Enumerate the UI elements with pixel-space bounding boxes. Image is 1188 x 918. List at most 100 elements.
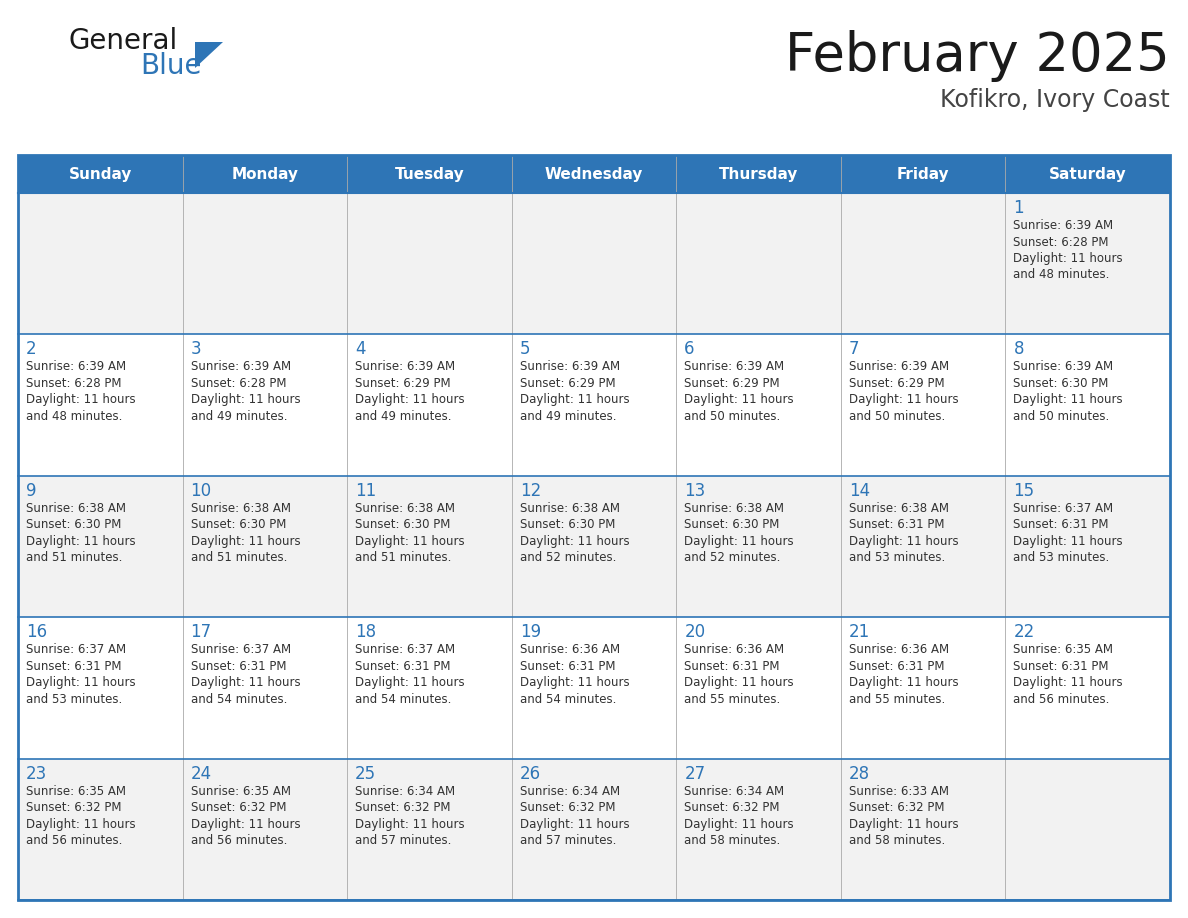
Text: 11: 11 (355, 482, 377, 499)
Text: and 49 minutes.: and 49 minutes. (355, 410, 451, 423)
Bar (18, 476, 183, 617)
Text: 13: 13 (684, 482, 706, 499)
Text: Sunrise: 6:39 AM: Sunrise: 6:39 AM (684, 361, 784, 374)
Text: Sunday: Sunday (69, 166, 132, 182)
Text: and 58 minutes.: and 58 minutes. (684, 834, 781, 847)
Text: and 56 minutes.: and 56 minutes. (26, 834, 122, 847)
Text: Daylight: 11 hours: Daylight: 11 hours (684, 535, 794, 548)
Text: 21: 21 (849, 623, 870, 641)
Text: and 49 minutes.: and 49 minutes. (519, 410, 617, 423)
Text: 2: 2 (26, 341, 37, 358)
Text: 26: 26 (519, 765, 541, 783)
Text: Sunrise: 6:37 AM: Sunrise: 6:37 AM (355, 644, 455, 656)
Text: Sunset: 6:32 PM: Sunset: 6:32 PM (190, 801, 286, 814)
Text: Daylight: 11 hours: Daylight: 11 hours (849, 394, 959, 407)
Text: Sunset: 6:28 PM: Sunset: 6:28 PM (26, 377, 121, 390)
Text: Daylight: 11 hours: Daylight: 11 hours (849, 818, 959, 831)
Text: 4: 4 (355, 341, 366, 358)
Text: Wednesday: Wednesday (545, 166, 643, 182)
Text: Daylight: 11 hours: Daylight: 11 hours (26, 818, 135, 831)
Text: 28: 28 (849, 765, 870, 783)
Text: Sunrise: 6:34 AM: Sunrise: 6:34 AM (355, 785, 455, 798)
Text: Daylight: 11 hours: Daylight: 11 hours (1013, 394, 1123, 407)
Text: 17: 17 (190, 623, 211, 641)
Text: Daylight: 11 hours: Daylight: 11 hours (26, 677, 135, 689)
Text: Sunrise: 6:37 AM: Sunrise: 6:37 AM (1013, 502, 1113, 515)
Bar (676, 193, 841, 334)
Text: Daylight: 11 hours: Daylight: 11 hours (849, 677, 959, 689)
Text: and 48 minutes.: and 48 minutes. (1013, 268, 1110, 282)
Text: 18: 18 (355, 623, 377, 641)
Bar (183, 193, 347, 334)
Text: 20: 20 (684, 623, 706, 641)
Text: 16: 16 (26, 623, 48, 641)
Text: Sunset: 6:31 PM: Sunset: 6:31 PM (849, 660, 944, 673)
Text: Kofikro, Ivory Coast: Kofikro, Ivory Coast (940, 88, 1170, 112)
Bar (1005, 155, 1170, 193)
Bar (183, 476, 347, 617)
Bar (183, 334, 347, 476)
Text: Sunrise: 6:38 AM: Sunrise: 6:38 AM (355, 502, 455, 515)
Bar (1005, 193, 1170, 334)
Text: Sunrise: 6:36 AM: Sunrise: 6:36 AM (684, 644, 784, 656)
Text: and 54 minutes.: and 54 minutes. (355, 693, 451, 706)
Bar (18, 758, 183, 900)
Text: Daylight: 11 hours: Daylight: 11 hours (355, 535, 465, 548)
Text: Sunrise: 6:39 AM: Sunrise: 6:39 AM (26, 361, 126, 374)
Bar (183, 758, 347, 900)
Text: Daylight: 11 hours: Daylight: 11 hours (355, 394, 465, 407)
Text: Daylight: 11 hours: Daylight: 11 hours (26, 394, 135, 407)
Bar (676, 617, 841, 758)
Text: Daylight: 11 hours: Daylight: 11 hours (355, 677, 465, 689)
Text: 23: 23 (26, 765, 48, 783)
Text: Daylight: 11 hours: Daylight: 11 hours (190, 818, 301, 831)
Text: and 51 minutes.: and 51 minutes. (355, 552, 451, 565)
Bar (1005, 758, 1170, 900)
Bar (347, 617, 512, 758)
Text: and 50 minutes.: and 50 minutes. (849, 410, 946, 423)
Text: and 57 minutes.: and 57 minutes. (519, 834, 617, 847)
Text: Friday: Friday (897, 166, 949, 182)
Text: 27: 27 (684, 765, 706, 783)
Text: 25: 25 (355, 765, 377, 783)
Text: Sunrise: 6:34 AM: Sunrise: 6:34 AM (519, 785, 620, 798)
Bar (347, 334, 512, 476)
Bar (676, 155, 841, 193)
Text: Sunset: 6:28 PM: Sunset: 6:28 PM (1013, 236, 1108, 249)
Text: and 55 minutes.: and 55 minutes. (849, 693, 946, 706)
Bar (841, 193, 1005, 334)
Text: Sunset: 6:28 PM: Sunset: 6:28 PM (190, 377, 286, 390)
Text: Sunrise: 6:39 AM: Sunrise: 6:39 AM (849, 361, 949, 374)
Text: 3: 3 (190, 341, 201, 358)
Text: and 51 minutes.: and 51 minutes. (26, 552, 122, 565)
Bar (676, 334, 841, 476)
Text: 1: 1 (1013, 199, 1024, 217)
Text: Sunset: 6:32 PM: Sunset: 6:32 PM (26, 801, 121, 814)
Text: and 49 minutes.: and 49 minutes. (190, 410, 287, 423)
Bar (676, 758, 841, 900)
Text: 8: 8 (1013, 341, 1024, 358)
Bar (1005, 476, 1170, 617)
Text: Daylight: 11 hours: Daylight: 11 hours (684, 677, 794, 689)
Text: Sunset: 6:32 PM: Sunset: 6:32 PM (355, 801, 450, 814)
Bar (512, 476, 676, 617)
Text: and 53 minutes.: and 53 minutes. (1013, 552, 1110, 565)
Bar (183, 155, 347, 193)
Text: Sunrise: 6:34 AM: Sunrise: 6:34 AM (684, 785, 784, 798)
Text: Sunset: 6:31 PM: Sunset: 6:31 PM (355, 660, 450, 673)
Bar (512, 155, 676, 193)
Text: February 2025: February 2025 (785, 30, 1170, 82)
Bar (841, 155, 1005, 193)
Text: Sunset: 6:29 PM: Sunset: 6:29 PM (849, 377, 944, 390)
Text: Sunset: 6:31 PM: Sunset: 6:31 PM (684, 660, 779, 673)
Text: 6: 6 (684, 341, 695, 358)
Bar (347, 758, 512, 900)
Text: Sunset: 6:29 PM: Sunset: 6:29 PM (519, 377, 615, 390)
Polygon shape (195, 42, 223, 68)
Text: Thursday: Thursday (719, 166, 798, 182)
Text: Daylight: 11 hours: Daylight: 11 hours (519, 818, 630, 831)
Text: Sunset: 6:30 PM: Sunset: 6:30 PM (684, 519, 779, 532)
Text: Sunrise: 6:38 AM: Sunrise: 6:38 AM (190, 502, 291, 515)
Bar (18, 155, 1170, 900)
Text: and 54 minutes.: and 54 minutes. (190, 693, 287, 706)
